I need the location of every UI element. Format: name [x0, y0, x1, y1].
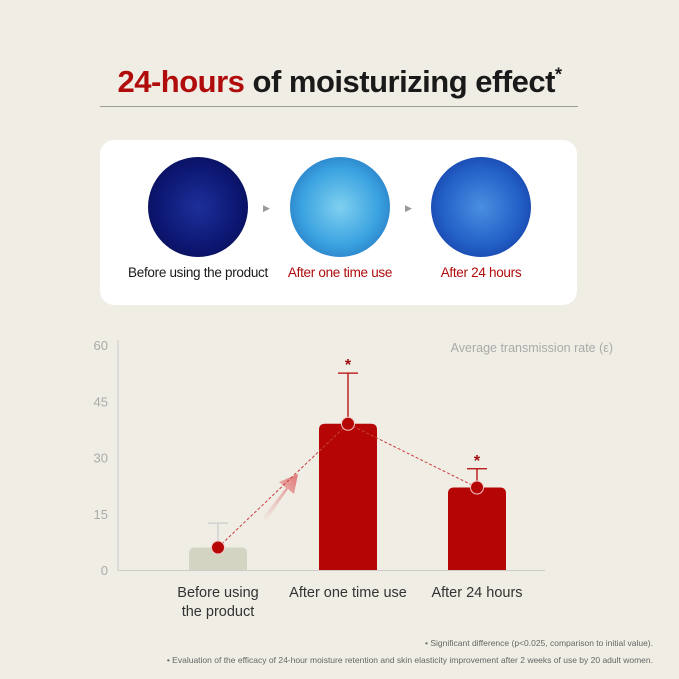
image-label: After 24 hours: [440, 265, 522, 280]
bar: [189, 547, 247, 570]
x-tick-label: Before using: [177, 585, 258, 601]
title-divider: [100, 106, 578, 107]
bar: [319, 423, 377, 570]
title-asterisk: *: [554, 64, 562, 85]
data-point: [211, 540, 225, 555]
trend-arrow-icon: [262, 474, 298, 521]
skin-image-before: [148, 157, 248, 257]
x-tick-label: After one time use: [289, 585, 407, 601]
significance-mark: *: [345, 357, 352, 374]
significance-mark: *: [474, 453, 481, 470]
image-label: After one time use: [287, 265, 393, 280]
bar: [448, 487, 506, 570]
image-label: Before using the product: [128, 265, 268, 280]
arrow-right-icon: ▶: [405, 203, 412, 213]
arrow-right-icon: ▶: [263, 203, 270, 213]
trend-line: [217, 423, 478, 548]
data-point: [341, 416, 355, 431]
data-point: [470, 480, 484, 495]
y-tick-label: 0: [101, 563, 108, 578]
footnote-significance: • Significant difference (p<0.025, compa…: [425, 638, 653, 648]
x-tick-label: After 24 hours: [431, 585, 522, 601]
y-tick-label: 45: [94, 394, 108, 409]
y-tick-label: 15: [94, 507, 108, 522]
y-tick-label: 60: [94, 338, 108, 353]
skin-image-after-one-use: [290, 157, 390, 257]
y-axis-label: Average transmission rate (ε): [451, 341, 613, 355]
skin-image-after-24h: [431, 157, 531, 257]
page-title: 24-hours of moisturizing effect*: [0, 64, 679, 100]
footnote-study: • Evaluation of the efficacy of 24-hour …: [166, 655, 653, 665]
image-card: ▶ ▶ Before using the product After one t…: [100, 140, 577, 305]
x-tick-label: the product: [182, 604, 255, 620]
y-tick-label: 30: [94, 451, 108, 466]
title-highlight: 24-hours: [117, 64, 245, 99]
title-rest: of moisturizing effect: [244, 64, 556, 99]
